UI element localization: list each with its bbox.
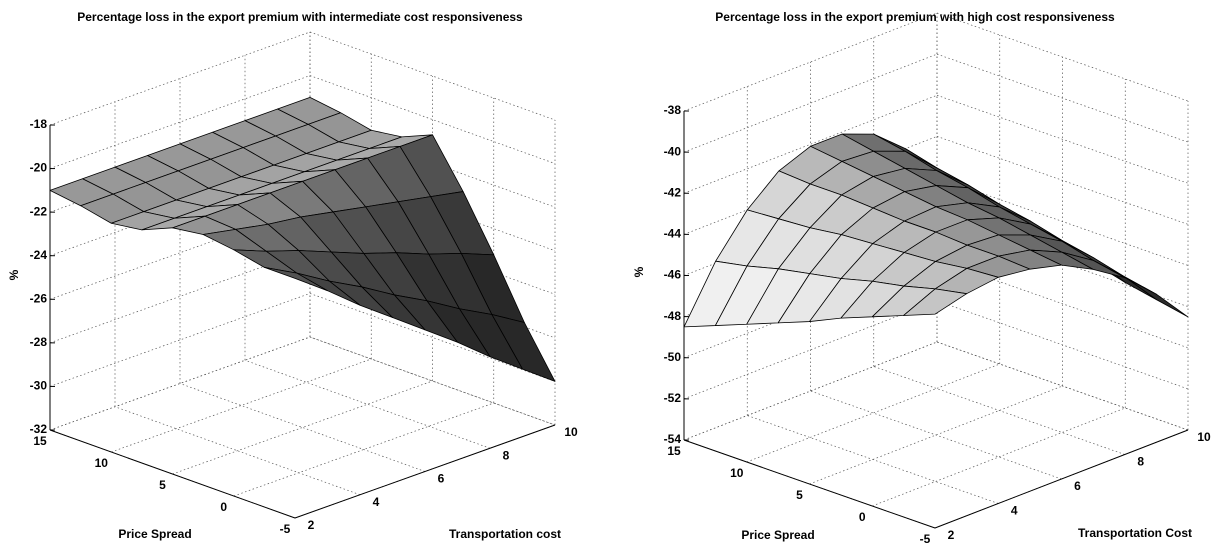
grid-line <box>872 407 1126 507</box>
z-tick-label: -48 <box>664 309 682 323</box>
z-tick-label: -40 <box>664 144 682 158</box>
chart-title: Percentage loss in the export premium wi… <box>715 10 1115 24</box>
grid-line <box>309 75 556 164</box>
z-tick-label: -32 <box>30 422 48 436</box>
x-tick-label: -5 <box>280 522 291 536</box>
grid-line <box>747 415 999 504</box>
y-tick-label: 6 <box>1074 479 1081 493</box>
z-tick-label: -44 <box>664 227 682 241</box>
y-tick-label: 2 <box>948 528 955 542</box>
chart: Percentage loss in the export premium wi… <box>7 10 578 541</box>
grid-line <box>683 136 938 235</box>
grid-line <box>810 390 1062 480</box>
z-tick-label: -46 <box>664 268 682 282</box>
y-axis-label: Transportation Cost <box>1078 526 1192 540</box>
z-tick-label: -20 <box>30 161 48 175</box>
grid-line <box>114 406 361 496</box>
z-tick-label: -52 <box>664 391 682 405</box>
grid-line <box>873 366 1125 455</box>
grid-line <box>683 53 938 153</box>
grid-line <box>936 53 1189 143</box>
x-axis-label: Price Spread <box>741 528 814 542</box>
x-tick-label: 0 <box>220 500 227 514</box>
grid-line <box>111 358 372 453</box>
y-tick-label: 10 <box>564 425 578 439</box>
x-tick-label: 15 <box>33 434 47 448</box>
grid-line <box>936 341 1189 431</box>
y-tick-label: 8 <box>1137 455 1144 469</box>
x-tick-label: 10 <box>95 456 109 470</box>
z-tick-label: -24 <box>30 248 48 262</box>
grid-line <box>172 380 433 475</box>
grid-line <box>746 363 1000 463</box>
x-tick-label: 15 <box>667 444 681 458</box>
x-tick-label: 0 <box>859 510 866 524</box>
axis-line <box>294 424 556 519</box>
grid-line <box>683 94 938 194</box>
grid-line <box>936 94 1189 184</box>
z-tick-label: -30 <box>30 379 48 393</box>
grid-line <box>683 341 938 441</box>
y-tick-label: 2 <box>308 518 315 532</box>
z-tick-label: -42 <box>664 185 682 199</box>
x-axis-label: Price Spread <box>118 527 191 541</box>
y-tick-label: 6 <box>438 472 445 486</box>
axis-line <box>49 429 296 519</box>
grid-line <box>244 359 491 449</box>
x-tick-label: 10 <box>730 466 744 480</box>
z-tick-label: -38 <box>664 103 682 117</box>
z-tick-label: -26 <box>30 291 48 305</box>
z-axis-label: % <box>632 266 646 277</box>
chart: Percentage loss in the export premium wi… <box>632 10 1211 544</box>
z-tick-label: -50 <box>664 350 682 364</box>
z-axis-label: % <box>7 269 21 280</box>
grid-line <box>683 12 938 112</box>
axis-line <box>683 439 936 529</box>
grid-line <box>309 162 556 252</box>
y-axis-label: Transportation cost <box>449 527 561 541</box>
y-tick-label: 8 <box>503 448 510 462</box>
y-tick-label: 10 <box>1197 430 1211 444</box>
z-tick-label: -54 <box>664 432 682 446</box>
grid-line <box>309 118 556 208</box>
axis-line <box>934 429 1189 529</box>
grid-line <box>309 31 556 121</box>
z-tick-label: -18 <box>30 117 48 131</box>
grid-line <box>309 205 556 295</box>
z-tick-label: -28 <box>30 335 48 349</box>
chart-title: Percentage loss in the export premium wi… <box>77 10 523 24</box>
x-tick-label: 5 <box>159 478 166 492</box>
y-tick-label: 4 <box>373 495 380 509</box>
x-tick-label: -5 <box>920 532 931 544</box>
surface-patch <box>263 266 328 292</box>
grid-line <box>309 336 556 426</box>
grid-line <box>683 259 938 359</box>
y-tick-label: 4 <box>1011 504 1018 518</box>
grid-line <box>309 293 556 382</box>
x-tick-label: 5 <box>796 488 803 502</box>
grid-line <box>936 136 1189 225</box>
grid-line <box>809 385 1063 485</box>
grid-line <box>309 336 556 426</box>
grid-line <box>179 383 426 472</box>
surface-patch <box>903 288 968 316</box>
grid-line <box>683 300 938 400</box>
z-tick-label: -22 <box>30 204 48 218</box>
